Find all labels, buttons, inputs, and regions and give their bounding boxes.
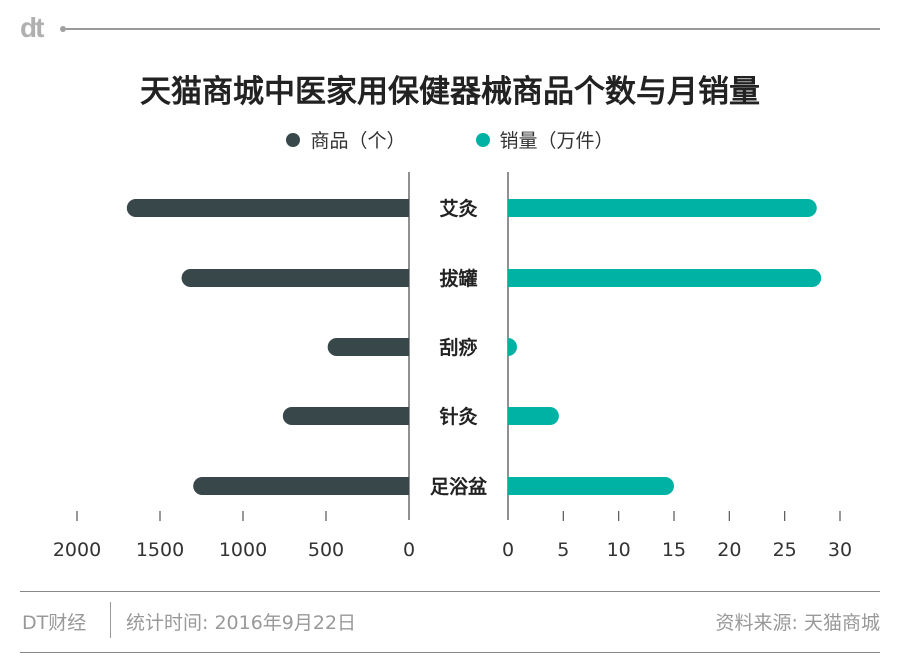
footer-data-source: 资料来源: 天猫商城 bbox=[715, 612, 880, 634]
legend-swatch-sales bbox=[475, 132, 490, 147]
header-rule bbox=[66, 28, 880, 30]
footer-brand: DT财经 bbox=[22, 612, 87, 634]
bar-products-3 bbox=[282, 407, 409, 425]
bar-products-2 bbox=[327, 338, 409, 356]
right-tick-label: 10 bbox=[607, 539, 631, 561]
legend-item-products: 商品（个） bbox=[286, 126, 406, 153]
bar-sales-0 bbox=[508, 199, 817, 217]
bar-products-4 bbox=[193, 477, 409, 495]
category-label: 刮痧 bbox=[439, 336, 477, 359]
right-tick-label: 0 bbox=[502, 539, 514, 561]
bar-sales-1 bbox=[508, 269, 822, 287]
left-tick-label: 500 bbox=[308, 539, 344, 561]
bar-products-0 bbox=[126, 199, 410, 217]
right-tick-label: 20 bbox=[717, 539, 741, 561]
right-tick-label: 25 bbox=[773, 539, 797, 561]
category-label: 针灸 bbox=[439, 405, 477, 428]
legend-label-products: 商品（个） bbox=[310, 130, 406, 152]
bar-sales-3 bbox=[508, 407, 559, 425]
bar-sales-4 bbox=[508, 477, 674, 495]
bar-sales-2 bbox=[508, 338, 517, 356]
logo-dot bbox=[60, 26, 66, 32]
left-tick-label: 1000 bbox=[219, 539, 267, 561]
category-label: 艾灸 bbox=[439, 197, 477, 220]
category-label: 足浴盆 bbox=[430, 475, 488, 498]
chart-title: 天猫商城中医家用保健器械商品个数与月销量 bbox=[140, 74, 760, 110]
legend: 商品（个） 销量（万件） bbox=[0, 126, 900, 153]
footer-bottom-rule bbox=[20, 652, 880, 653]
left-tick-label: 1500 bbox=[136, 539, 184, 561]
legend-item-sales: 销量（万件） bbox=[475, 126, 614, 153]
footer-stat-time: 统计时间: 2016年9月22日 bbox=[126, 612, 357, 634]
right-tick-label: 5 bbox=[557, 539, 569, 561]
footer-separator bbox=[110, 602, 111, 638]
footer-top-rule bbox=[20, 591, 880, 592]
left-tick-label: 0 bbox=[403, 539, 415, 561]
legend-label-sales: 销量（万件） bbox=[499, 130, 614, 152]
left-tick-label: 2000 bbox=[53, 539, 101, 561]
right-tick-label: 30 bbox=[828, 539, 852, 561]
right-tick-label: 15 bbox=[662, 539, 686, 561]
legend-swatch-products bbox=[286, 132, 301, 147]
dt-logo: dt bbox=[20, 12, 44, 43]
bar-products-1 bbox=[181, 269, 409, 287]
category-label: 拔罐 bbox=[439, 267, 477, 290]
